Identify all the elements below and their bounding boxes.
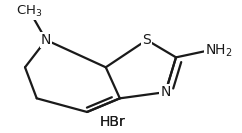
Text: CH$_3$: CH$_3$ xyxy=(16,4,43,19)
Text: N: N xyxy=(160,85,171,99)
Text: NH$_2$: NH$_2$ xyxy=(205,43,233,59)
Text: S: S xyxy=(142,33,151,47)
Text: N: N xyxy=(41,33,51,47)
Text: HBr: HBr xyxy=(100,115,126,129)
Text: HBr: HBr xyxy=(100,115,126,129)
